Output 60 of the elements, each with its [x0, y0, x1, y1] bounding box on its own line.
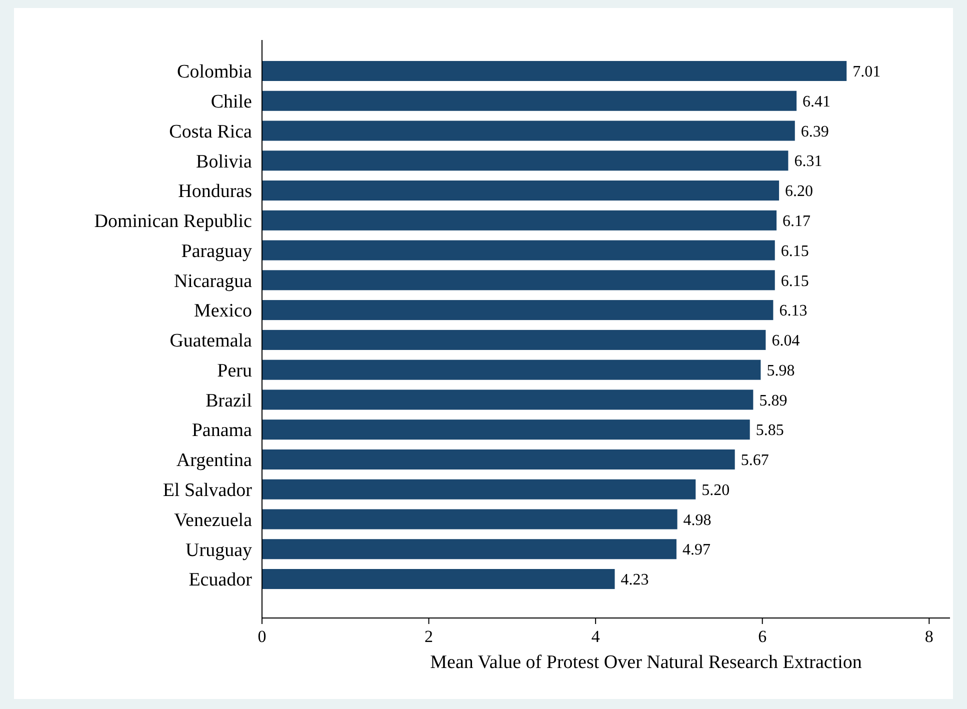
data-label: 4.97 — [682, 542, 710, 559]
bar — [262, 390, 754, 410]
data-label: 6.15 — [780, 272, 809, 290]
data-label: 6.31 — [794, 153, 822, 170]
bar — [262, 90, 797, 111]
y-tick-label: Nicaragua — [174, 270, 253, 292]
y-tick-label: Bolivia — [196, 151, 253, 172]
bar — [262, 210, 777, 230]
y-tick-label: Ecuador — [188, 570, 253, 591]
y-tick-label: Venezuela — [174, 510, 253, 531]
x-tick-label: 0 — [258, 627, 266, 646]
bar — [262, 60, 847, 81]
data-label: 4.98 — [683, 512, 712, 529]
y-tick-label: Chile — [210, 92, 252, 113]
y-tick-label: Panama — [192, 420, 253, 442]
y-tick-label: Dominican Republic — [94, 211, 252, 232]
data-label: 6.04 — [772, 332, 800, 350]
y-tick-label: Uruguay — [186, 540, 252, 561]
x-axis-title: Mean Value of Protest Over Natural Research Extraction — [430, 652, 862, 673]
data-label: 5.89 — [759, 392, 788, 410]
data-label: 5.85 — [756, 422, 784, 440]
x-tick-label: 8 — [924, 627, 934, 646]
bar — [262, 300, 774, 320]
y-tick-label: Guatemala — [170, 330, 253, 352]
bar — [262, 330, 766, 350]
bar — [262, 240, 775, 260]
data-label: 6.39 — [800, 123, 829, 140]
bar — [262, 150, 788, 171]
y-tick-label: Brazil — [206, 390, 252, 412]
data-label: 5.98 — [766, 362, 795, 380]
y-tick-label: Argentina — [176, 450, 253, 472]
data-label: 6.20 — [785, 183, 814, 200]
data-label: 6.41 — [802, 93, 831, 110]
y-tick-label: Colombia — [177, 62, 253, 83]
bar — [262, 479, 696, 500]
bar — [262, 509, 678, 530]
y-tick-label: Mexico — [194, 300, 252, 322]
x-tick-label: 6 — [758, 627, 767, 646]
bar — [262, 180, 780, 201]
y-tick-label: Peru — [217, 360, 252, 382]
x-tick-label: 4 — [591, 627, 600, 646]
y-tick-label: Paraguay — [181, 240, 252, 262]
bar — [262, 270, 775, 290]
y-tick-label: El Salvador — [162, 480, 253, 502]
data-label: 4.23 — [620, 572, 649, 589]
y-tick-label: Honduras — [178, 181, 252, 202]
data-label: 5.20 — [702, 482, 730, 499]
bar — [262, 420, 750, 440]
bar — [262, 539, 676, 560]
bar — [262, 120, 795, 141]
data-label: 6.15 — [780, 242, 809, 260]
y-tick-label: Costa Rica — [169, 121, 253, 142]
x-tick-label: 2 — [424, 627, 434, 646]
data-label: 6.13 — [779, 302, 808, 320]
bar — [262, 360, 761, 380]
data-label: 6.17 — [782, 213, 811, 230]
data-label: 5.67 — [740, 452, 769, 470]
data-label: 7.01 — [852, 64, 881, 81]
bar — [262, 569, 615, 590]
bar — [262, 449, 735, 470]
